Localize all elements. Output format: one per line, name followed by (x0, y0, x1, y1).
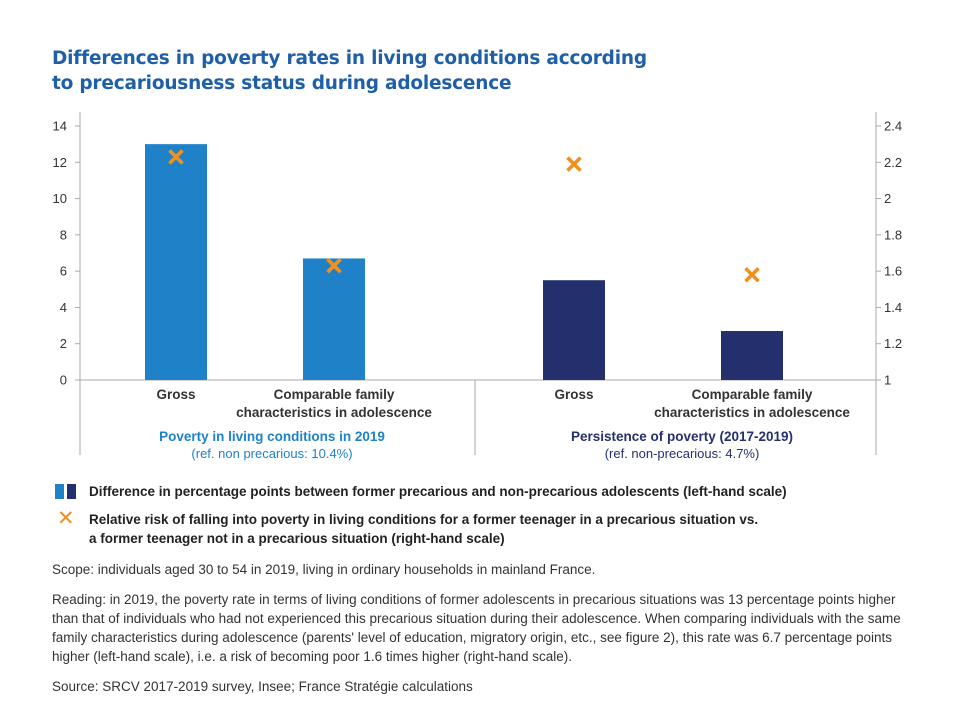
legend-marker-label-line: Relative risk of falling into poverty in… (89, 512, 759, 527)
legend-item-bars: Difference in percentage points between … (55, 482, 915, 501)
chart-title-line: Differences in poverty rates in living c… (52, 48, 647, 69)
chart-title: Differences in poverty rates in living c… (52, 46, 652, 96)
reading-note: Reading: in 2019, the poverty rate in te… (52, 592, 901, 664)
bar-swatch-light (55, 484, 64, 499)
legend: Difference in percentage points between … (55, 482, 915, 548)
category-label: Comparable family characteristics in adol… (654, 387, 850, 420)
category-label-line: characteristics in adolescence (654, 405, 850, 420)
bar-swatch-icon (55, 484, 77, 499)
legend-marker-label-line: a former teenager not in a precarious si… (89, 531, 505, 546)
chart: 0 2 4 6 8 10 12 14 1 1.2 1.4 1.6 1.8 2 2.2 2.4 Gross Comp… (53, 112, 902, 461)
right-tick-label: 1.2 (884, 336, 902, 351)
category-label-line: Comparable family (692, 387, 813, 402)
category-label-line: Comparable family (274, 387, 395, 402)
risk-marker-stroke (744, 266, 760, 283)
left-tick-label: 6 (60, 264, 67, 279)
left-tick-label: 2 (60, 336, 67, 351)
left-tick-label: 12 (53, 155, 67, 170)
right-tick-label: 1.4 (884, 300, 902, 315)
category-label: Comparable family characteristics in adol… (236, 387, 432, 420)
risk-marker-stroke (326, 257, 342, 274)
bar-3 (543, 280, 605, 380)
cross-marker-icon: ✕ (57, 507, 75, 530)
right-tick-label: 2.4 (884, 119, 902, 134)
bar-1 (145, 144, 207, 380)
right-tick-label: 2 (884, 191, 891, 206)
bar-2 (303, 258, 365, 380)
bar-4 (721, 331, 783, 380)
category-label-line: characteristics in adolescence (236, 405, 432, 420)
right-tick-label: 2.2 (884, 155, 902, 170)
group-label: Persistence of poverty (2017-2019) (571, 429, 793, 444)
category-label: Gross (156, 387, 195, 402)
risk-marker-4 (744, 266, 760, 283)
risk-marker-stroke (168, 149, 184, 165)
chart-title-line: to precariousness status during adolesce… (52, 73, 512, 94)
left-tick-label: 14 (53, 119, 67, 134)
group-label: Poverty in living conditions in 2019 (159, 429, 385, 444)
risk-marker-1 (168, 149, 184, 165)
legend-item-markers: ✕ Relative risk of falling into poverty … (55, 507, 915, 548)
category-label-line: Gross (156, 387, 195, 402)
left-tick-label: 0 (60, 373, 67, 388)
source-note: Source: SRCV 2017-2019 survey, Insee; Fr… (52, 679, 473, 694)
risk-marker-3 (566, 156, 582, 172)
right-tick-label: 1.6 (884, 264, 902, 279)
notes: Scope: individuals aged 30 to 54 in 2019… (52, 560, 912, 707)
scope-note: Scope: individuals aged 30 to 54 in 2019… (52, 562, 596, 577)
right-tick-label: 1.8 (884, 227, 902, 242)
risk-marker-stroke (566, 156, 582, 172)
left-tick-label: 8 (60, 227, 67, 242)
bar-swatch-dark (67, 484, 76, 499)
category-label-line: Gross (554, 387, 593, 402)
group-ref-label: (ref. non precarious: 10.4%) (191, 446, 352, 461)
category-label: Gross (554, 387, 593, 402)
left-tick-label: 10 (53, 191, 67, 206)
left-tick-label: 4 (60, 300, 67, 315)
legend-bar-label: Difference in percentage points between … (89, 484, 787, 499)
right-tick-label: 1 (884, 373, 891, 388)
risk-marker-2 (326, 257, 342, 274)
group-ref-label: (ref. non-precarious: 4.7%) (605, 446, 760, 461)
